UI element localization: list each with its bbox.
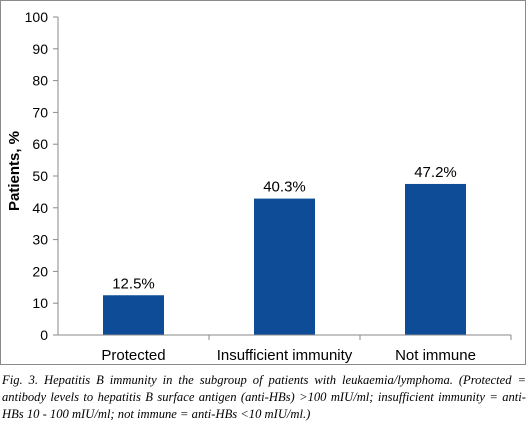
data-label: 12.5% xyxy=(112,275,155,292)
figure-frame: 0 10 20 30 40 50 60 70 80 90 100 12.5% 40.3% 47.2% P… xyxy=(0,0,526,365)
y-tick-label: 60 xyxy=(32,136,48,152)
bar-chart: 0 10 20 30 40 50 60 70 80 90 100 12.5% 40.3% 47.2% P… xyxy=(6,9,512,364)
y-axis: 0 10 20 30 40 50 60 70 80 90 100 xyxy=(25,9,59,343)
y-tick-label: 90 xyxy=(32,41,48,57)
y-tick-label: 80 xyxy=(32,73,48,89)
bars: 12.5% 40.3% 47.2% xyxy=(103,164,466,335)
y-tick-label: 100 xyxy=(25,9,49,25)
y-tick-label: 10 xyxy=(32,295,48,311)
y-axis-title: Patients, % xyxy=(6,131,23,211)
data-label: 40.3% xyxy=(263,179,306,196)
x-axis: Protected Insufficient immunity Not immune xyxy=(58,334,512,364)
bar xyxy=(254,198,315,335)
y-tick-label: 30 xyxy=(32,232,48,248)
data-label: 47.2% xyxy=(414,164,457,181)
y-tick-label: 0 xyxy=(40,327,48,343)
bar xyxy=(103,295,164,335)
x-category-label: Not immune xyxy=(395,347,476,364)
x-category-label: Insufficient immunity xyxy=(217,347,353,364)
y-tick-label: 20 xyxy=(32,263,48,279)
bar xyxy=(405,183,466,335)
y-tick-label: 70 xyxy=(32,104,48,120)
x-category-label: Protected xyxy=(101,347,165,364)
y-tick-label: 50 xyxy=(32,168,48,184)
y-tick-label: 40 xyxy=(32,200,48,216)
figure-caption: Fig. 3. Hepatitis B immunity in the subg… xyxy=(2,373,526,421)
